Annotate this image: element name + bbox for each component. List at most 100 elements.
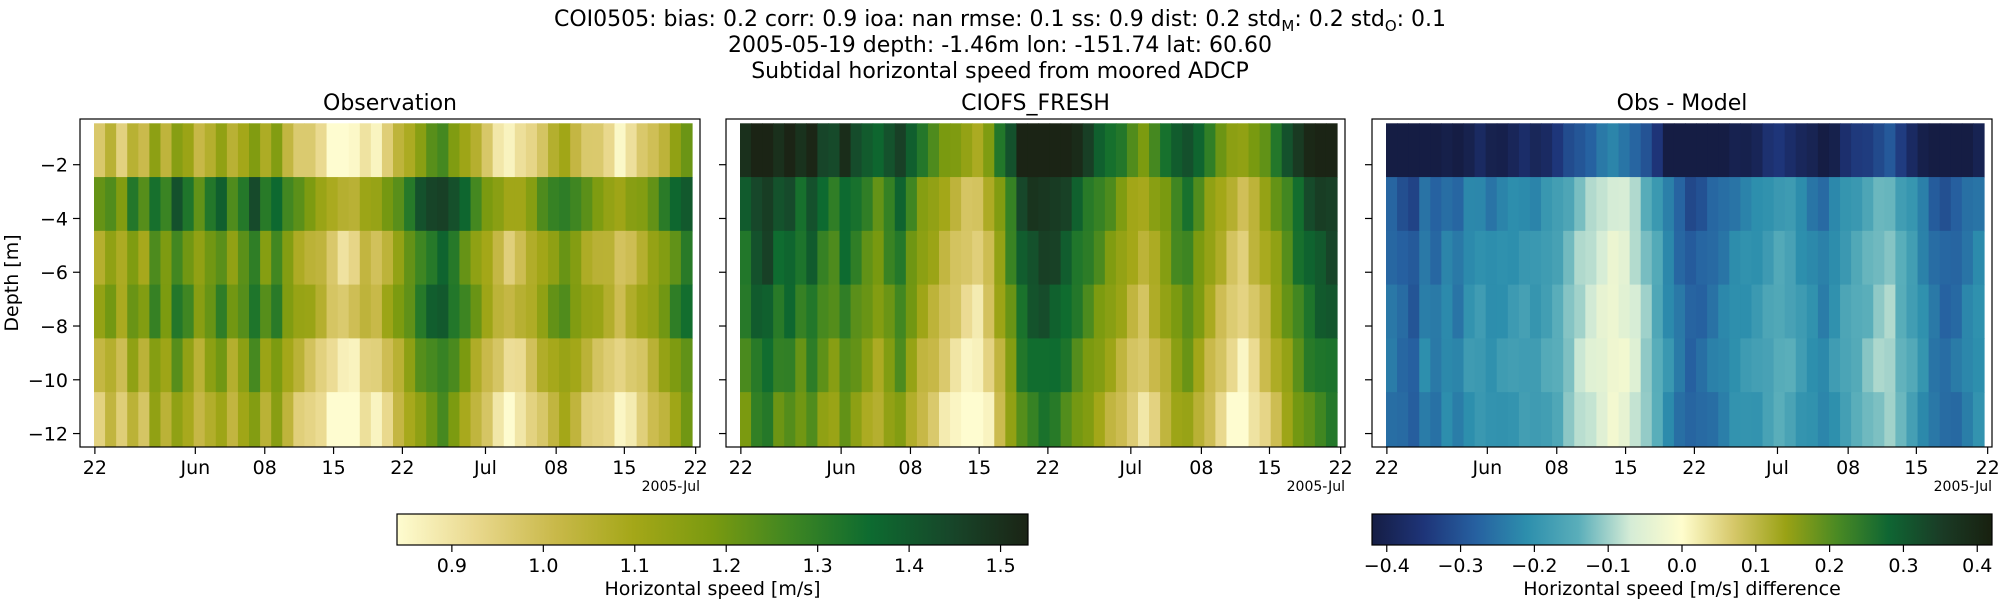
heatmap-cell-model-d3-t23 — [994, 284, 1006, 339]
heatmap-cell-model-d0-t11 — [861, 123, 874, 178]
heatmap-cell-model-d2-t23 — [994, 230, 1006, 286]
heatmap-cell-observation-d4-t25 — [370, 338, 383, 393]
heatmap-cell-observation-d4-t41 — [548, 338, 560, 393]
heatmap-cell-observation-d3-t43 — [570, 284, 582, 339]
heatmap-cell-observation-d3-t22 — [337, 284, 350, 339]
heatmap-cell-observation-d4-t15 — [260, 338, 272, 393]
heatmap-cell-difference-d3-t44 — [1873, 284, 1885, 339]
heatmap-cell-difference-d0-t43 — [1862, 123, 1874, 178]
heatmap-cell-observation-d2-t6 — [160, 230, 173, 286]
heatmap-cell-observation-d5-t45 — [592, 392, 604, 447]
heatmap-cell-observation-d3-t52 — [669, 284, 682, 339]
heatmap-cell-difference-d2-t12 — [1518, 230, 1531, 286]
heatmap-cell-difference-d4-t38 — [1806, 338, 1819, 393]
heatmap-cell-difference-d0-t38 — [1806, 123, 1819, 178]
heatmap-cell-difference-d5-t11 — [1507, 392, 1520, 447]
heatmap-cell-difference-d5-t28 — [1696, 392, 1708, 447]
heatmap-cell-observation-d1-t53 — [680, 177, 693, 232]
heatmap-cell-difference-d4-t14 — [1541, 338, 1553, 393]
x-tick-label: 22 — [1036, 457, 1060, 479]
heatmap-cell-observation-d1-t46 — [603, 177, 616, 232]
y-tick-label: −8 — [40, 316, 68, 338]
heatmap-cell-difference-d2-t41 — [1840, 230, 1852, 286]
heatmap-cell-model-d4-t12 — [872, 338, 885, 393]
heatmap-cell-observation-d2-t25 — [370, 230, 383, 286]
heatmap-cell-model-d1-t38 — [1160, 177, 1172, 232]
heatmap-cell-observation-d0-t33 — [459, 123, 472, 178]
heatmap-cell-model-d5-t23 — [994, 392, 1006, 447]
heatmap-cell-difference-d3-t37 — [1795, 284, 1808, 339]
heatmap-cell-difference-d3-t26 — [1673, 284, 1686, 339]
heatmap-cell-observation-d3-t51 — [658, 284, 671, 339]
heatmap-cell-model-d2-t22 — [983, 230, 995, 286]
heatmap-cell-difference-d3-t27 — [1685, 284, 1697, 339]
heatmap-cell-model-d0-t52 — [1314, 123, 1327, 178]
heatmap-cell-difference-d5-t2 — [1408, 392, 1420, 447]
heatmap-cell-model-d4-t32 — [1093, 338, 1106, 393]
heatmap-cell-observation-d0-t53 — [680, 123, 693, 178]
heatmap-cell-observation-d5-t4 — [138, 392, 150, 447]
heatmap-cell-observation-d0-t31 — [437, 123, 449, 178]
heatmap-cell-difference-d2-t7 — [1463, 230, 1476, 286]
heatmap-cell-observation-d2-t19 — [304, 230, 317, 286]
heatmap-cell-observation-d3-t10 — [204, 284, 217, 339]
heatmap-cell-difference-d3-t35 — [1773, 284, 1786, 339]
heatmap-cell-model-d2-t52 — [1314, 230, 1327, 286]
heatmap-cell-observation-d5-t37 — [503, 392, 516, 447]
heatmap-cell-model-d1-t35 — [1126, 177, 1139, 232]
heatmap-cell-observation-d5-t33 — [459, 392, 472, 447]
heatmap-cell-difference-d5-t38 — [1806, 392, 1819, 447]
heatmap-cell-model-d3-t24 — [1005, 284, 1017, 339]
heatmap-cell-model-d1-t40 — [1182, 177, 1194, 232]
heatmap-cell-observation-d5-t50 — [647, 392, 660, 447]
heatmap-cell-model-d1-t43 — [1215, 177, 1228, 232]
heatmap-cell-observation-d2-t31 — [437, 230, 449, 286]
heatmap-cell-observation-d1-t21 — [326, 177, 339, 232]
heatmap-cell-difference-d5-t29 — [1707, 392, 1719, 447]
x-tick-label: 22 — [83, 457, 107, 479]
heatmap-cell-observation-d3-t21 — [326, 284, 339, 339]
heatmap-cell-observation-d1-t17 — [282, 177, 294, 232]
heatmap-cell-difference-d2-t48 — [1917, 230, 1930, 286]
heatmap-cell-difference-d4-t23 — [1640, 338, 1653, 393]
heatmap-cell-difference-d4-t5 — [1441, 338, 1454, 393]
heatmap-cell-observation-d0-t44 — [581, 123, 593, 178]
heatmap-cell-model-d2-t47 — [1259, 230, 1272, 286]
heatmap-cell-observation-d3-t27 — [393, 284, 405, 339]
heatmap-cell-difference-d2-t0 — [1386, 230, 1398, 286]
heatmap-cell-difference-d0-t52 — [1961, 123, 1974, 178]
heatmap-cell-difference-d2-t47 — [1906, 230, 1919, 286]
heatmap-cell-model-d4-t47 — [1259, 338, 1272, 393]
heatmap-cell-difference-d4-t25 — [1662, 338, 1675, 393]
heatmap-cell-difference-d4-t4 — [1430, 338, 1442, 393]
heatmap-cell-observation-d4-t44 — [581, 338, 593, 393]
heatmap-cell-difference-d5-t21 — [1618, 392, 1631, 447]
heatmap-cell-model-d4-t36 — [1138, 338, 1150, 393]
heatmap-cell-model-d1-t3 — [773, 177, 785, 232]
heatmap-cell-difference-d1-t5 — [1441, 177, 1454, 232]
heatmap-cell-difference-d3-t22 — [1629, 284, 1642, 339]
heatmap-cell-difference-d4-t3 — [1419, 338, 1431, 393]
heatmap-cell-observation-d5-t39 — [525, 392, 538, 447]
heatmap-cell-model-d0-t43 — [1215, 123, 1228, 178]
heatmap-cell-difference-d5-t26 — [1673, 392, 1686, 447]
heatmap-cell-difference-d4-t30 — [1718, 338, 1730, 393]
heatmap-cell-model-d1-t12 — [872, 177, 885, 232]
heatmap-cell-difference-d5-t45 — [1884, 392, 1896, 447]
heatmap-cell-difference-d1-t31 — [1729, 177, 1741, 232]
heatmap-cell-difference-d4-t51 — [1950, 338, 1963, 393]
heatmap-cell-model-d5-t3 — [773, 392, 785, 447]
heatmap-cell-observation-d3-t28 — [404, 284, 416, 339]
heatmap-cell-difference-d2-t40 — [1828, 230, 1841, 286]
heatmap-cell-observation-d0-t23 — [348, 123, 361, 178]
heatmap-cell-observation-d2-t43 — [570, 230, 582, 286]
heatmap-cell-model-d3-t31 — [1082, 284, 1095, 339]
heatmap-cell-observation-d5-t8 — [182, 392, 195, 447]
heatmap-cell-observation-d5-t18 — [293, 392, 305, 447]
heatmap-cell-observation-d2-t36 — [492, 230, 505, 286]
colorbar-tick-label: 0.0 — [1667, 555, 1697, 577]
heatmap-cell-difference-d1-t26 — [1673, 177, 1686, 232]
heatmap-cell-observation-d0-t48 — [625, 123, 638, 178]
heatmap-cell-observation-d2-t13 — [237, 230, 250, 286]
x-tick-label: 08 — [1189, 457, 1213, 479]
